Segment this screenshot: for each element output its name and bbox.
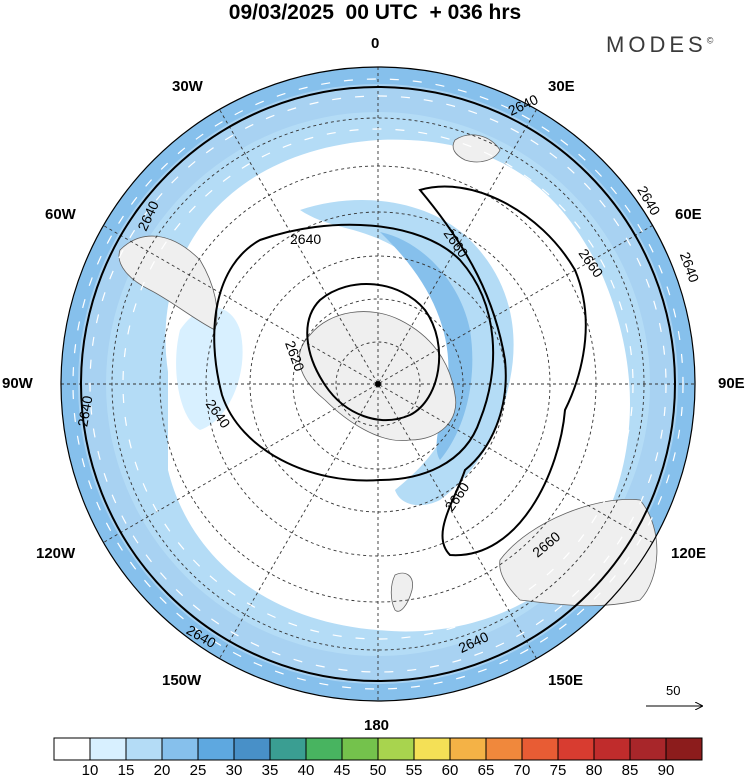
colorbar-swatch [485, 737, 523, 761]
colorbar-label: 70 [513, 762, 531, 779]
land [118, 134, 658, 612]
lon-label-90w: 90W [2, 375, 33, 392]
lon-label-150w: 150W [162, 672, 202, 689]
colorbar-swatch [305, 737, 343, 761]
colorbar-swatch [341, 737, 379, 761]
colorbar-label: 80 [585, 762, 603, 779]
colorbar-swatch [629, 737, 667, 761]
colorbar-label: 45 [333, 762, 351, 779]
contour-2640-inner [213, 223, 495, 482]
colorbar-swatch [413, 737, 451, 761]
colorbar-swatch [449, 737, 487, 761]
colorbar-swatch [557, 737, 595, 761]
colorbar-label: 55 [405, 762, 423, 779]
lon-label-120w: 120W [36, 545, 76, 562]
colorbar-label: 75 [549, 762, 567, 779]
colorbar-swatch [521, 737, 559, 761]
colorbar-swatch [269, 737, 307, 761]
brand-logo: MODES© [606, 32, 713, 58]
vector-ring-inner [122, 128, 634, 640]
lon-label-30e: 30E [548, 78, 575, 95]
colorbar-label: 15 [117, 762, 135, 779]
colorbar-boxes [53, 737, 703, 761]
colorbar-label: 85 [621, 762, 639, 779]
lon-label-60w: 60W [45, 206, 76, 223]
colorbar-label: 60 [441, 762, 459, 779]
colorbar-label: 50 [369, 762, 387, 779]
map-boundary [60, 66, 696, 702]
vector-ring-mid [89, 95, 667, 673]
colorbar-swatch [197, 737, 235, 761]
contour-label: 2640 [74, 394, 95, 428]
lon-label-60e: 60E [675, 206, 702, 223]
contour-2620 [306, 283, 441, 422]
brand-mark: © [706, 35, 714, 46]
colorbar-swatch [89, 737, 127, 761]
colorbar-swatch [593, 737, 631, 761]
colorbar-label: 10 [81, 762, 99, 779]
colorbar-label: 90 [657, 762, 675, 779]
inner-jet-shading [300, 200, 514, 506]
contour-2660 [418, 185, 587, 557]
page-title: 09/03/2025 00 UTC + 036 hrs [228, 1, 522, 24]
colorbar-label: 30 [225, 762, 243, 779]
colorbar-swatch [53, 737, 91, 761]
lon-label-150e: 150E [548, 672, 584, 689]
polar-map: 2620 2640 2640 2640 2640 2640 2640 2640 … [60, 66, 750, 740]
wind-vectors [72, 78, 684, 690]
lon-label-30w: 30W [172, 78, 203, 95]
contour-label: 2640 [677, 250, 703, 285]
south-africa [452, 134, 501, 163]
pole-marker [375, 381, 381, 387]
lon-label-0: 0 [371, 35, 380, 52]
vector-legend-value: 50 [666, 683, 681, 698]
lon-label-180: 180 [364, 717, 390, 734]
colorbar-swatch [233, 737, 271, 761]
colorbar-label: 20 [153, 762, 171, 779]
contour-label: 2640 [290, 231, 321, 247]
colorbar-swatch [161, 737, 199, 761]
contour-2640-outer [80, 86, 676, 682]
contours [80, 86, 676, 682]
graticule [61, 67, 695, 701]
colorbar-swatch [125, 737, 163, 761]
colorbar-swatch [377, 737, 415, 761]
vector-ring-outer [72, 78, 684, 690]
new-zealand [390, 572, 413, 612]
colorbar-label: 25 [189, 762, 207, 779]
colorbar-swatch [665, 737, 703, 761]
colorbar-label: 40 [297, 762, 315, 779]
colorbar-label: 65 [477, 762, 495, 779]
brand-name: MODES [606, 32, 707, 57]
south-america [118, 235, 218, 331]
lon-label-90e: 90E [718, 375, 745, 392]
colorbar-label: 35 [261, 762, 279, 779]
australia [499, 498, 658, 607]
lon-label-120e: 120E [671, 545, 707, 562]
